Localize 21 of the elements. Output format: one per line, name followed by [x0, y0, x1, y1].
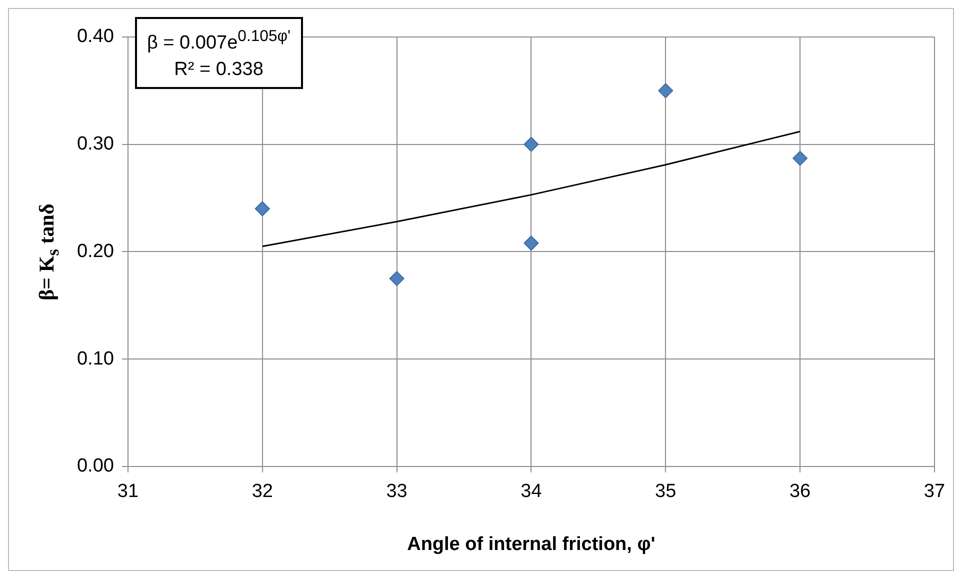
- x-tick-label: 32: [252, 481, 273, 502]
- y-tick-label: 0.20: [76, 240, 114, 262]
- x-tick-label: 35: [655, 481, 676, 502]
- x-tick-label: 34: [520, 481, 542, 502]
- point: [658, 83, 674, 98]
- annotation: β = 0.007e$^{0.105φ'}$: [146, 27, 291, 56]
- x-tick-label: 31: [117, 481, 139, 502]
- point: [254, 201, 270, 216]
- x-tick-label: 37: [924, 481, 946, 502]
- x-tick-label: 33: [386, 481, 408, 502]
- y-tick-label: 0.00: [76, 456, 114, 477]
- y-tick-label: 0.10: [76, 348, 114, 370]
- point: [389, 271, 404, 286]
- y-tick-label: 0.40: [76, 26, 114, 48]
- x-axis-title: Angle of internal friction, φ': [407, 534, 656, 555]
- point: [792, 150, 808, 166]
- x-tick-label: 36: [789, 481, 811, 502]
- point: [524, 236, 539, 251]
- y-tick-label: 0.30: [76, 134, 114, 155]
- annotation: R² = 0.338: [173, 58, 264, 82]
- point: [524, 136, 539, 152]
